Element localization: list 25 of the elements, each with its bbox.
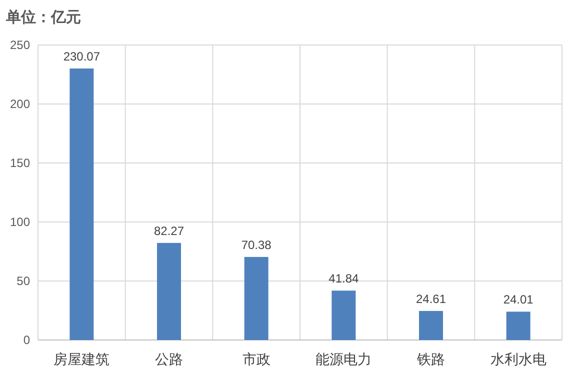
- x-tick-label: 水利水电: [490, 351, 546, 367]
- y-tick-label: 200: [10, 97, 30, 111]
- y-tick-label: 0: [23, 333, 30, 347]
- y-tick-label: 150: [10, 156, 30, 170]
- bar: [419, 310, 443, 340]
- x-tick-label: 公路: [155, 351, 183, 367]
- data-label: 82.27: [154, 224, 184, 238]
- chart-title: 单位：亿元: [5, 9, 81, 26]
- y-tick-label: 50: [16, 274, 30, 288]
- bar: [244, 256, 268, 340]
- data-label: 230.07: [63, 50, 100, 64]
- bar: [506, 312, 530, 340]
- x-tick-label: 房屋建筑: [54, 351, 110, 367]
- data-label: 24.61: [416, 292, 446, 306]
- y-tick-label: 100: [10, 215, 30, 229]
- y-tick-label: 250: [10, 38, 30, 52]
- x-tick-label: 铁路: [416, 351, 445, 367]
- data-label: 24.01: [503, 292, 534, 307]
- bar: [70, 68, 94, 340]
- x-tick-label: 能源电力: [316, 351, 372, 367]
- data-label: 70.38: [241, 238, 272, 252]
- bar: [157, 242, 181, 340]
- x-tick-label: 市政: [242, 351, 270, 367]
- bar: [332, 290, 356, 340]
- data-label: 41.84: [328, 272, 360, 286]
